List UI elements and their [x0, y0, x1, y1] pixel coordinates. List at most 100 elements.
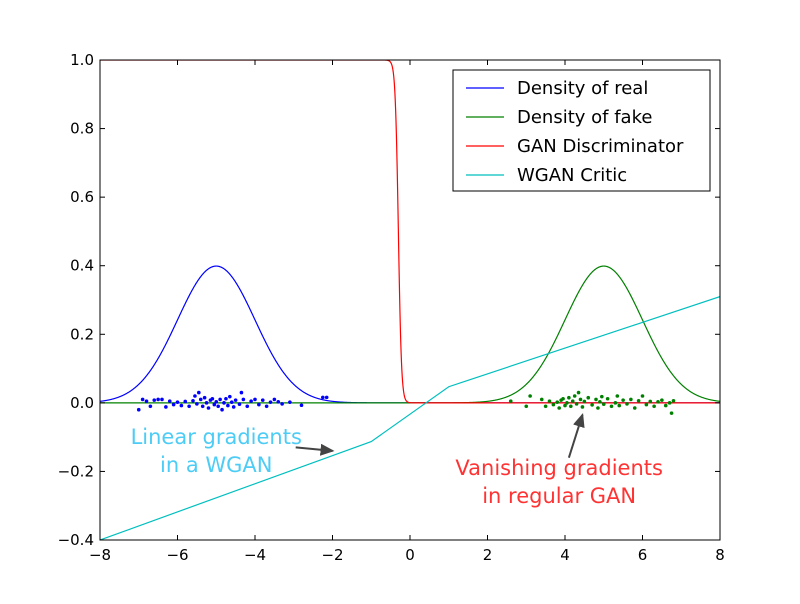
sample-point — [175, 400, 180, 404]
sample-point — [231, 405, 236, 409]
sample-point — [144, 399, 149, 403]
sample-point — [324, 395, 329, 400]
y-tick-label: 0.8 — [70, 120, 94, 138]
sample-point — [528, 394, 532, 398]
sample-point — [229, 400, 234, 404]
sample-point — [569, 404, 573, 409]
sample-point — [598, 400, 602, 404]
sample-point — [288, 400, 292, 404]
sample-point — [613, 401, 618, 405]
y-tick-label: 0.4 — [70, 257, 94, 275]
sample-point — [570, 399, 575, 403]
sample-point — [600, 394, 604, 399]
sample-point — [272, 397, 277, 402]
sample-point — [582, 399, 587, 404]
sample-point — [214, 400, 219, 404]
series-line-0 — [100, 265, 720, 404]
legend-label: GAN Discriminator — [517, 136, 684, 157]
annotation-text: in regular GAN — [482, 484, 636, 508]
y-tick-label: 0.2 — [70, 325, 94, 343]
sample-point — [164, 405, 168, 409]
sample-point — [321, 395, 325, 400]
sample-point — [567, 395, 571, 400]
sample-point — [524, 404, 529, 409]
sample-point — [148, 404, 153, 409]
sample-point — [632, 406, 637, 410]
legend-label: Density of real — [517, 78, 648, 99]
sample-point — [629, 397, 633, 402]
annotation-text: Linear gradients — [131, 425, 302, 449]
sample-point — [220, 407, 224, 412]
series-line-1 — [100, 265, 720, 404]
sample-point — [671, 399, 676, 403]
sample-point — [187, 404, 191, 409]
y-tick-label: −0.2 — [58, 462, 94, 480]
sample-point — [561, 396, 565, 401]
x-tick-label: −2 — [321, 546, 343, 564]
sample-point — [656, 400, 660, 404]
sample-point — [193, 394, 197, 398]
sample-point — [204, 401, 209, 405]
sample-point — [224, 396, 228, 401]
sample-point — [179, 403, 184, 408]
x-tick-label: 0 — [405, 546, 415, 564]
sample-point — [216, 404, 220, 409]
sample-point — [596, 406, 600, 410]
sample-point — [140, 397, 145, 402]
sample-point — [609, 404, 614, 409]
legend: Density of real Density of fake GAN Discri… — [452, 69, 711, 192]
sample-point — [212, 402, 217, 407]
sample-point — [268, 400, 273, 404]
sample-point — [539, 397, 544, 402]
sample-point — [636, 399, 641, 403]
sample-point — [156, 397, 160, 402]
sample-point — [253, 397, 257, 402]
y-tick-label: 1.0 — [70, 51, 94, 69]
y-tick-label: 0.0 — [70, 394, 94, 412]
sample-point — [152, 398, 157, 402]
sample-point — [245, 404, 250, 409]
annotation-text: Vanishing gradients — [455, 456, 663, 480]
sample-point — [198, 397, 203, 402]
x-tick-label: 4 — [560, 546, 570, 564]
sample-point — [200, 404, 205, 409]
sample-point — [625, 402, 629, 406]
y-tick-label: 0.6 — [70, 188, 94, 206]
sample-point — [508, 399, 513, 403]
sample-point — [191, 399, 195, 403]
x-tick-label: 8 — [715, 546, 725, 564]
sample-point — [572, 394, 577, 398]
sample-point — [594, 397, 598, 402]
legend-box — [452, 69, 711, 192]
sample-point — [551, 402, 556, 407]
sample-point — [260, 398, 265, 402]
sample-point — [669, 411, 674, 415]
y-tick-label: −0.4 — [58, 531, 94, 549]
sample-point — [171, 402, 176, 407]
sample-point — [660, 398, 664, 402]
x-tick-label: −4 — [244, 546, 266, 564]
sample-point — [160, 397, 164, 402]
sample-point — [586, 395, 591, 400]
sample-point — [648, 399, 653, 404]
sample-point — [197, 390, 201, 395]
sample-point — [222, 401, 226, 405]
sample-point — [605, 396, 610, 401]
annotation-arrow — [295, 443, 335, 456]
sample-point — [241, 397, 246, 402]
legend-label: Density of fake — [517, 107, 652, 128]
series-line-3 — [100, 296, 720, 540]
sample-point — [195, 402, 199, 406]
sample-point — [667, 401, 672, 405]
sample-point — [237, 402, 242, 407]
sample-point — [167, 399, 172, 403]
sample-point — [136, 407, 141, 412]
x-tick-label: 6 — [638, 546, 648, 564]
sample-point — [218, 397, 222, 402]
sample-point — [226, 403, 230, 408]
sample-point — [601, 402, 606, 407]
legend-label: WGAN Critic — [517, 165, 627, 186]
sample-point — [640, 394, 645, 398]
x-tick-label: −6 — [166, 546, 188, 564]
